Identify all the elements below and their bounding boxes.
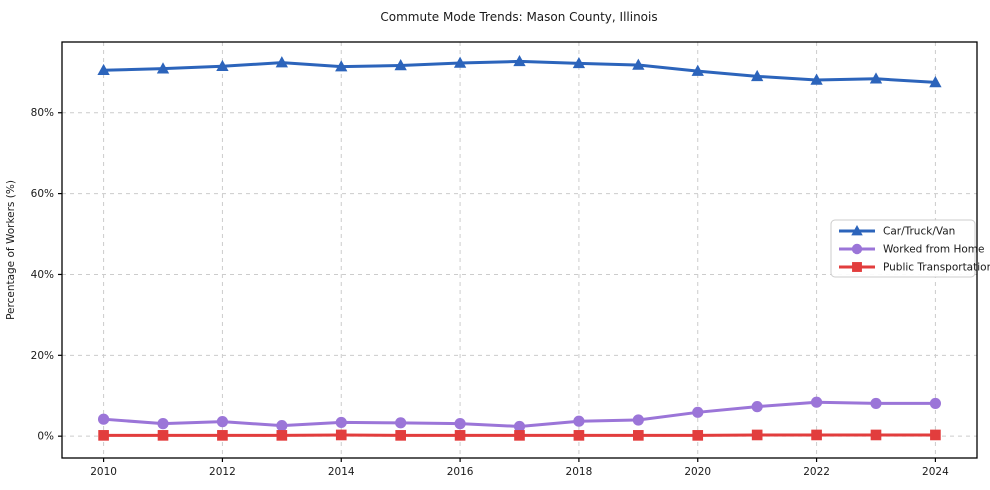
data-point-marker xyxy=(275,56,288,68)
y-tick-label: 20% xyxy=(31,350,54,362)
legend-item-label: Worked from Home xyxy=(883,244,984,256)
chart-title: Commute Mode Trends: Mason County, Illin… xyxy=(380,10,657,24)
data-point-marker xyxy=(692,430,704,441)
legend-item-car-truck-van: Car/Truck/Van xyxy=(839,225,955,238)
data-point-marker xyxy=(810,73,823,85)
data-point-marker xyxy=(514,430,525,441)
x-tick-label: 2010 xyxy=(90,466,117,478)
data-point-marker xyxy=(633,430,644,441)
legend-item-public-transportation: Public Transportation xyxy=(839,262,990,274)
data-point-marker xyxy=(870,429,882,441)
data-point-marker xyxy=(454,430,466,441)
data-point-marker xyxy=(692,406,704,418)
data-point-marker xyxy=(573,415,585,427)
data-point-marker xyxy=(811,429,822,441)
legend: Car/Truck/Van Worked from Home Public Tran… xyxy=(830,219,990,278)
data-point-marker xyxy=(157,418,169,430)
data-point-marker xyxy=(98,430,109,441)
data-point-marker xyxy=(513,420,526,433)
plot-border xyxy=(61,41,978,459)
data-point-marker xyxy=(394,59,407,71)
data-point-marker xyxy=(751,429,763,441)
x-tick-label: 2020 xyxy=(684,466,711,478)
data-point-marker xyxy=(869,72,883,84)
data-point-marker xyxy=(335,60,348,72)
data-point-marker xyxy=(632,414,644,426)
data-point-marker xyxy=(870,397,882,410)
y-tick-label: 60% xyxy=(31,188,54,200)
data-point-marker xyxy=(157,430,169,441)
data-point-marker xyxy=(454,418,466,430)
legend-item-label: Public Transportation xyxy=(883,262,990,274)
y-tick-label: 40% xyxy=(31,269,54,281)
data-point-marker xyxy=(573,430,585,441)
data-point-marker xyxy=(156,62,170,74)
data-point-marker xyxy=(216,59,229,72)
data-point-marker xyxy=(395,430,406,441)
data-point-marker xyxy=(217,430,228,441)
y-tick-label: 0% xyxy=(37,431,54,443)
x-tick-label: 2018 xyxy=(566,466,593,478)
data-point-marker xyxy=(395,417,407,429)
y-axis-label: Percentage of Workers (%) xyxy=(5,180,17,320)
data-point-marker xyxy=(751,69,764,82)
data-point-marker xyxy=(851,243,863,255)
x-tick-label: 2016 xyxy=(447,466,474,478)
data-point-marker xyxy=(97,63,110,76)
data-point-marker xyxy=(929,397,942,410)
data-point-marker xyxy=(632,58,645,70)
data-point-marker xyxy=(276,420,288,432)
x-tick-label: 2014 xyxy=(328,466,355,478)
data-point-marker xyxy=(513,54,526,67)
series-layer xyxy=(97,54,942,441)
data-point-marker xyxy=(335,429,347,441)
data-point-marker xyxy=(453,56,467,68)
data-point-marker xyxy=(930,429,941,441)
data-point-marker xyxy=(929,75,942,88)
legend-item-label: Car/Truck/Van xyxy=(883,226,955,238)
data-point-marker xyxy=(335,416,347,429)
data-point-marker xyxy=(691,64,704,76)
y-tick-label: 80% xyxy=(31,107,54,119)
data-point-marker xyxy=(97,413,110,425)
legend-item-worked-from-home: Worked from Home xyxy=(839,244,984,256)
data-point-marker xyxy=(810,396,823,408)
data-point-marker xyxy=(751,401,763,413)
data-point-marker xyxy=(276,430,288,441)
data-point-marker xyxy=(852,262,862,272)
axes: 2010 2012 2014 2016 2018 2020 2022 2024 0% 20% 40%… xyxy=(31,41,978,478)
data-point-marker xyxy=(216,416,229,428)
x-tick-label: 2022 xyxy=(803,466,830,478)
legend-box xyxy=(830,219,976,278)
x-tick-label: 2024 xyxy=(922,466,949,478)
data-point-marker xyxy=(572,56,586,69)
data-point-marker xyxy=(851,225,863,236)
x-tick-label: 2012 xyxy=(209,466,236,478)
